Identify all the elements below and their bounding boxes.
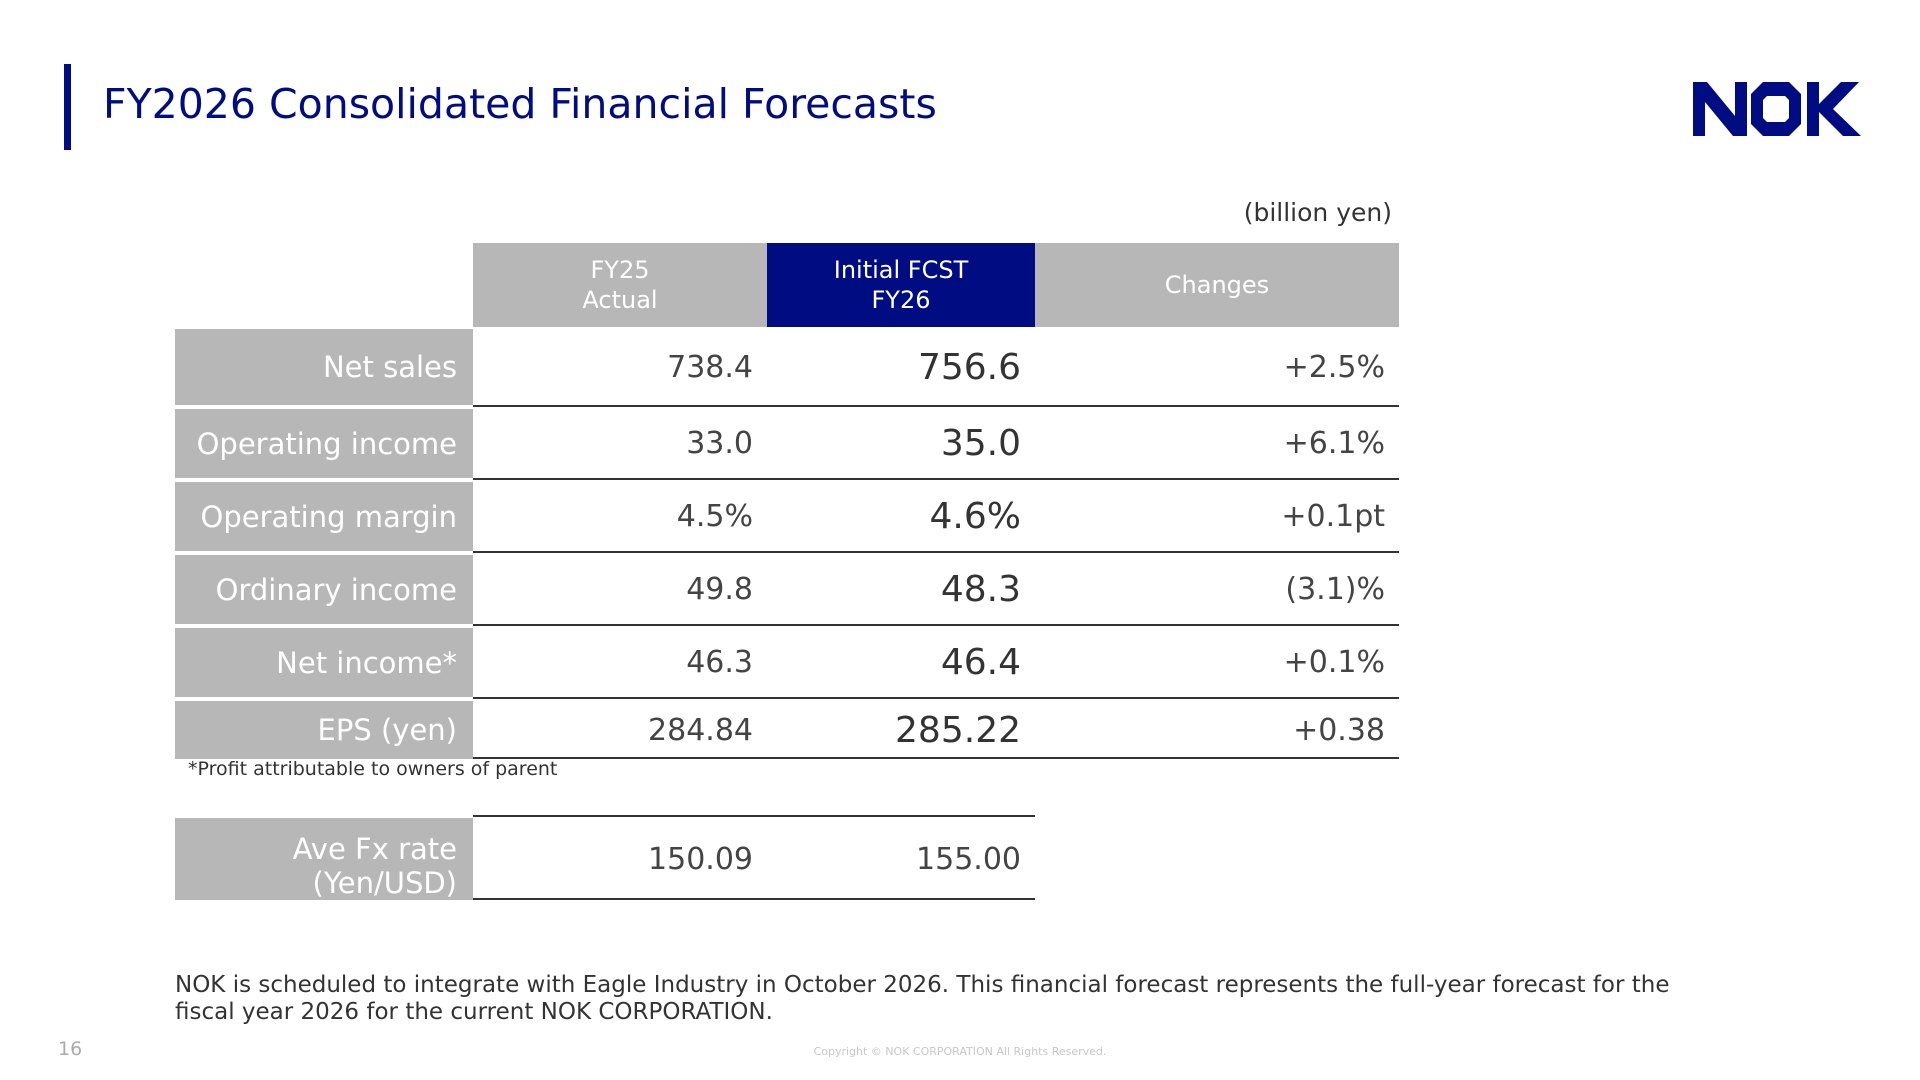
cell-net-sales-fy26: 756.6 xyxy=(917,346,1021,388)
cell-eps-fy26: 285.22 xyxy=(895,709,1021,751)
row-divider xyxy=(473,478,1399,480)
cell-net-sales-fy25: 738.4 xyxy=(667,349,753,385)
title-accent-bar xyxy=(64,64,71,150)
fx-bottom-rule xyxy=(473,898,1035,900)
cell-operating-income-change: +6.1% xyxy=(1283,426,1385,461)
row-label-operating-margin: Operating margin xyxy=(175,482,473,551)
header-fy26-line2: FY26 xyxy=(871,286,931,314)
copyright: Copyright © NOK CORPORATION All Rights R… xyxy=(813,1045,1107,1058)
page-number: 16 xyxy=(58,1038,83,1060)
footnote: *Profit attributable to owners of parent xyxy=(188,758,558,780)
header-fy25-line2: Actual xyxy=(582,286,658,314)
header-fy25-line1: FY25 xyxy=(590,256,650,284)
row-divider xyxy=(473,405,1399,407)
row-divider xyxy=(473,757,1399,759)
cell-ordinary-income-fy25: 49.8 xyxy=(686,572,753,607)
header-changes-label: Changes xyxy=(1164,271,1270,299)
cell-net-income-fy25: 46.3 xyxy=(686,645,753,680)
fx-label-line1: Ave Fx rate xyxy=(292,832,457,866)
cell-net-income-change: +0.1% xyxy=(1283,645,1385,680)
cell-operating-margin-fy26: 4.6% xyxy=(929,496,1021,537)
cell-operating-income-fy26: 35.0 xyxy=(940,423,1021,464)
row-label-net-sales: Net sales xyxy=(175,329,473,405)
header-changes: Changes xyxy=(1035,243,1399,327)
row-label-fx-rate: Ave Fx rate (Yen/USD) xyxy=(175,818,473,900)
row-label-eps: EPS (yen) xyxy=(175,701,473,759)
cell-operating-margin-change: +0.1pt xyxy=(1281,499,1385,534)
cell-net-sales-change: +2.5% xyxy=(1283,349,1385,385)
header-fy25-actual: FY25 Actual xyxy=(473,243,767,327)
cell-ordinary-income-change: (3.1)% xyxy=(1285,572,1385,607)
row-divider xyxy=(473,624,1399,626)
cell-operating-margin-fy25: 4.5% xyxy=(676,499,753,534)
row-label-ordinary-income: Ordinary income xyxy=(175,555,473,624)
row-label-operating-income: Operating income xyxy=(175,409,473,478)
cell-fx-fy25: 150.09 xyxy=(648,841,753,877)
cell-fx-fy26: 155.00 xyxy=(916,841,1021,877)
row-divider xyxy=(473,551,1399,553)
fx-label-line2: (Yen/USD) xyxy=(312,866,457,900)
cell-ordinary-income-fy26: 48.3 xyxy=(940,569,1021,610)
page-title: FY2026 Consolidated Financial Forecasts xyxy=(103,80,937,128)
cell-eps-fy25: 284.84 xyxy=(648,712,753,748)
row-divider xyxy=(473,697,1399,699)
nok-logo xyxy=(1693,82,1863,140)
unit-label: (billion yen) xyxy=(1243,198,1392,227)
integration-note: NOK is scheduled to integrate with Eagle… xyxy=(175,972,1670,1025)
row-label-net-income: Net income* xyxy=(175,628,473,697)
header-fy26-line1: Initial FCST xyxy=(833,256,969,284)
nok-logo-mark xyxy=(1693,82,1861,136)
fx-top-rule xyxy=(473,815,1035,817)
cell-net-income-fy26: 46.4 xyxy=(940,642,1021,683)
header-fy26-forecast: Initial FCST FY26 xyxy=(767,243,1035,327)
cell-operating-income-fy25: 33.0 xyxy=(686,426,753,461)
cell-eps-change: +0.38 xyxy=(1293,712,1385,748)
